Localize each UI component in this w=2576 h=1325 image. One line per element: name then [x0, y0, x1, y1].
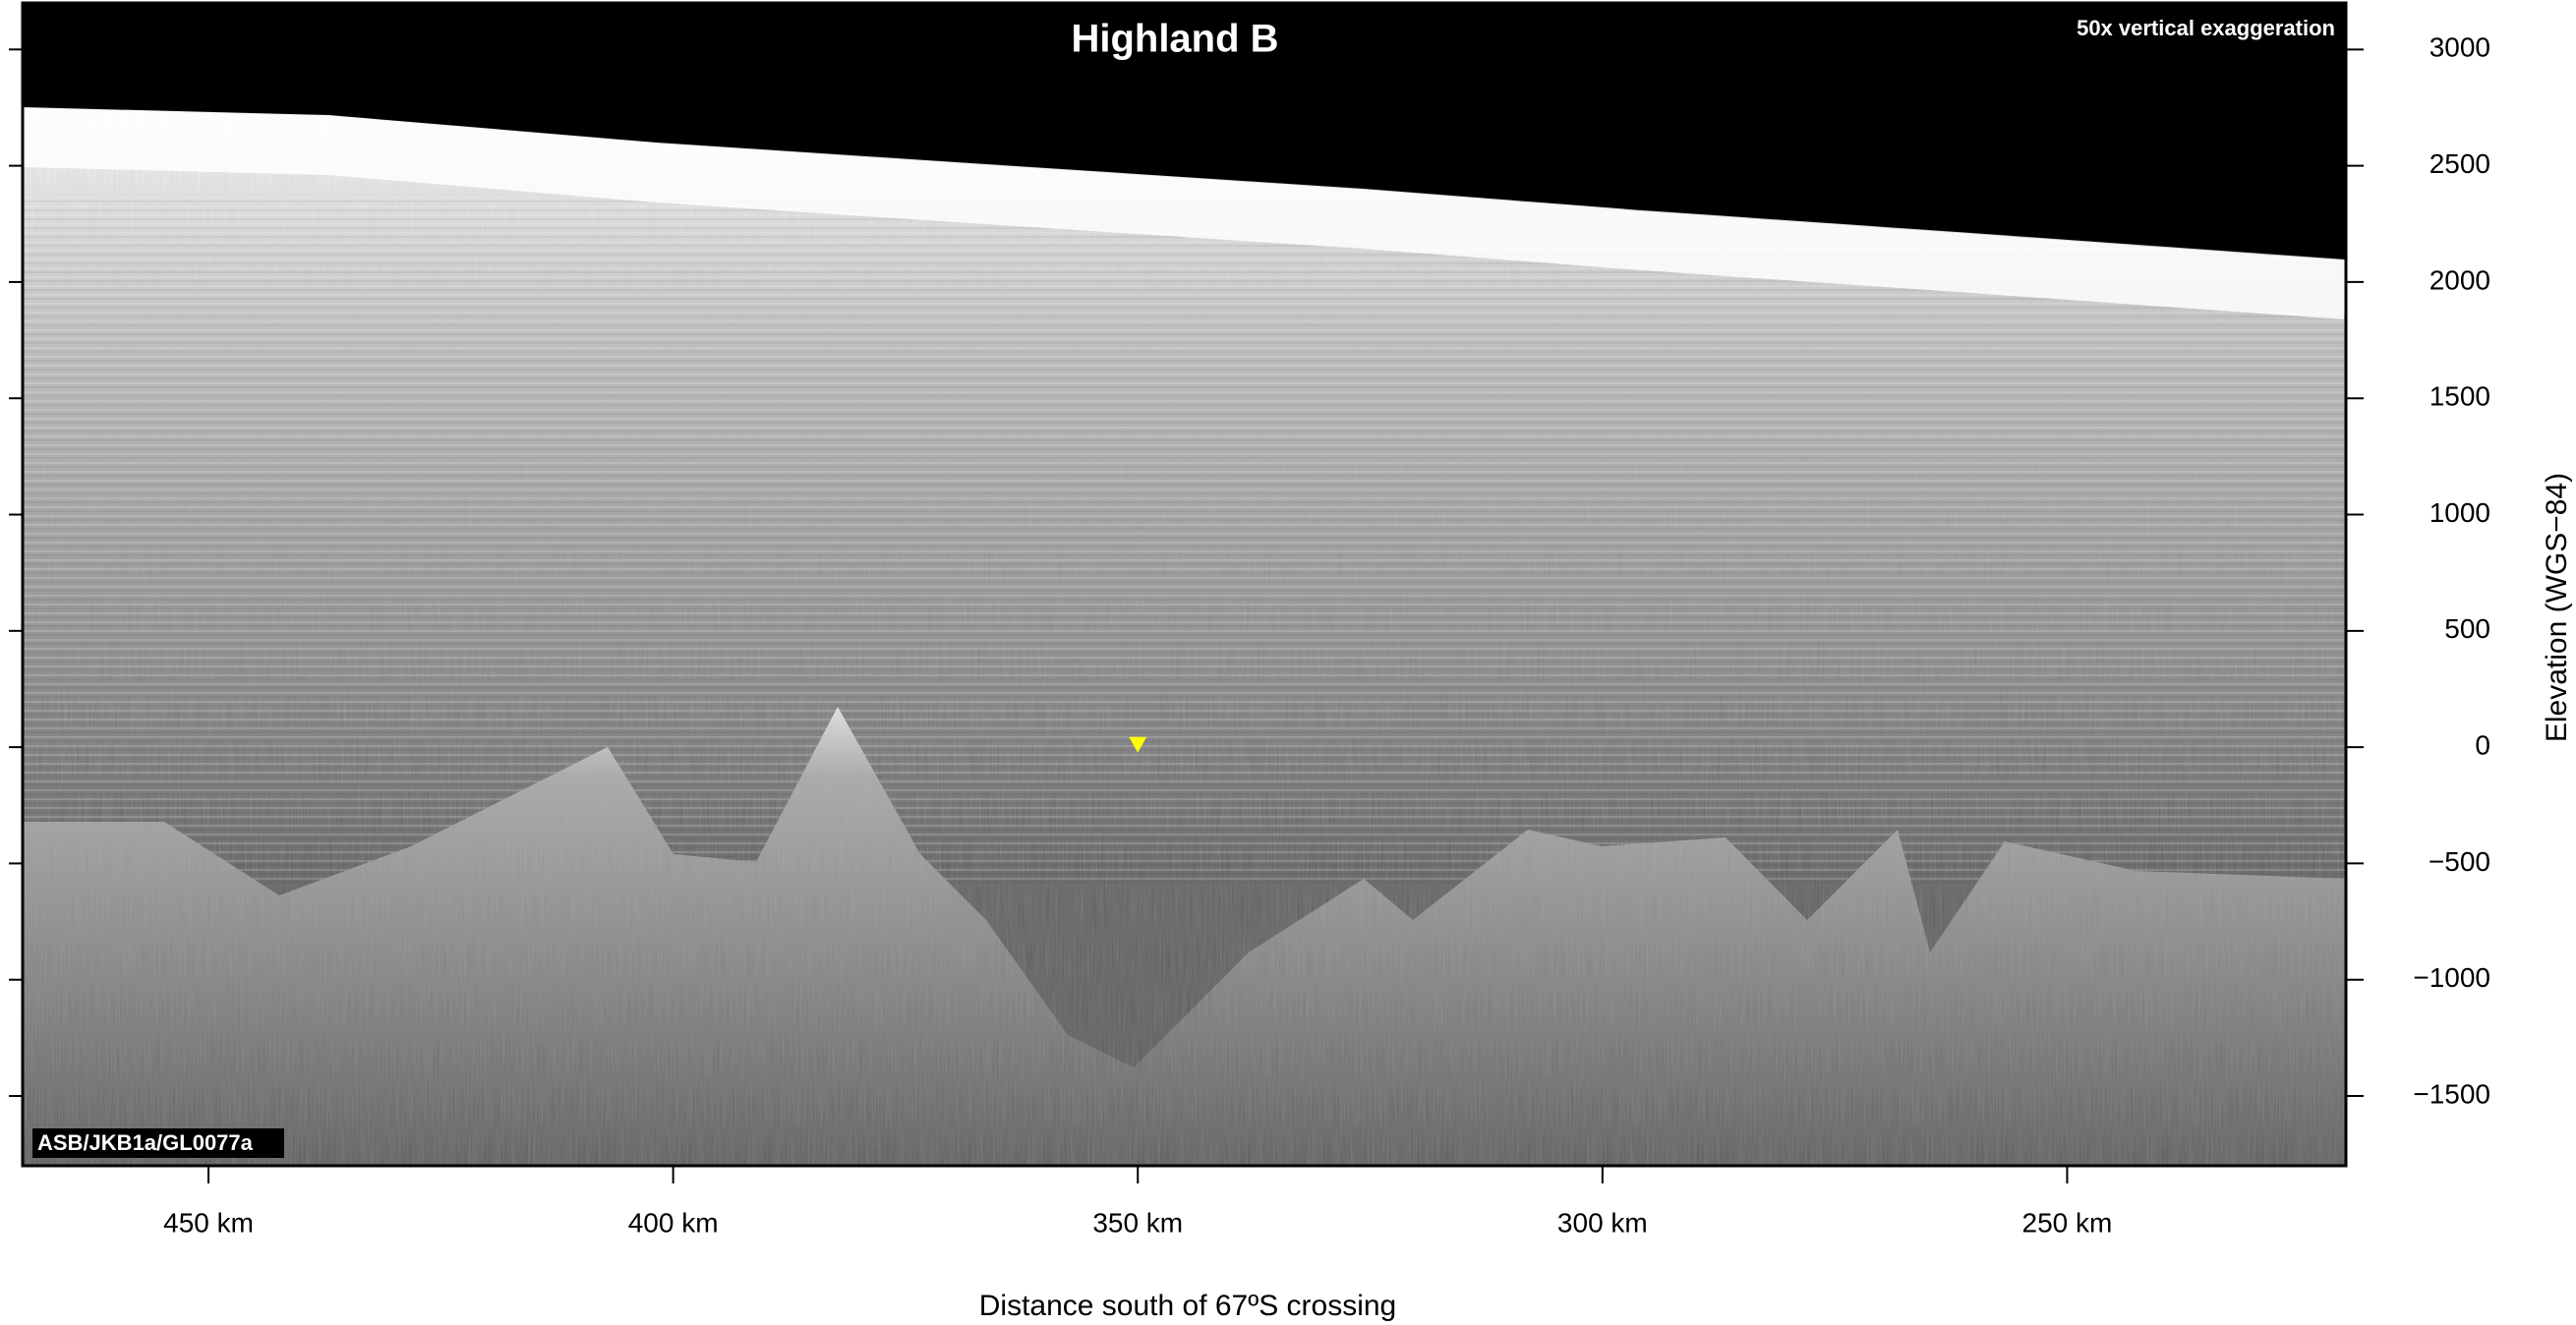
- x-tick-label: 250 km: [2022, 1207, 2113, 1238]
- y-tick-label: 2500: [2430, 148, 2490, 179]
- y-tick-label: 1500: [2430, 381, 2490, 412]
- x-tick-label: 400 km: [628, 1207, 719, 1238]
- y-tick-label: 1000: [2430, 497, 2490, 528]
- x-tick-label: 450 km: [163, 1207, 254, 1238]
- plot-frame: [21, 1, 2348, 1168]
- y-tick-label: 2000: [2430, 264, 2490, 295]
- radargram-image: [23, 3, 2346, 1166]
- air-above-surface: [23, 3, 2346, 259]
- x-tick-label: 350 km: [1092, 1207, 1183, 1238]
- y-tick-label: −1500: [2413, 1078, 2490, 1109]
- y-tick-label: 0: [2475, 730, 2490, 761]
- y-axis-label: Elevation (WGS−84): [2541, 473, 2573, 742]
- y-tick-label: −1000: [2413, 962, 2490, 993]
- y-tick-label: 500: [2444, 613, 2490, 644]
- y-tick-label: 3000: [2430, 32, 2490, 63]
- surface-glow: [23, 108, 2346, 319]
- annotation: ASB/JKB1a/GL0077a: [37, 1130, 254, 1155]
- x-tick-label: 300 km: [1557, 1207, 1648, 1238]
- chart-title: Highland B: [1071, 18, 1278, 61]
- y-tick-label: −500: [2429, 846, 2490, 877]
- label-box: [32, 1128, 284, 1158]
- marker: [1129, 736, 1147, 753]
- annotation: 50x vertical exaggeration: [2077, 16, 2335, 40]
- x-axis-label: Distance south of 67ºS crossing: [979, 1290, 1397, 1322]
